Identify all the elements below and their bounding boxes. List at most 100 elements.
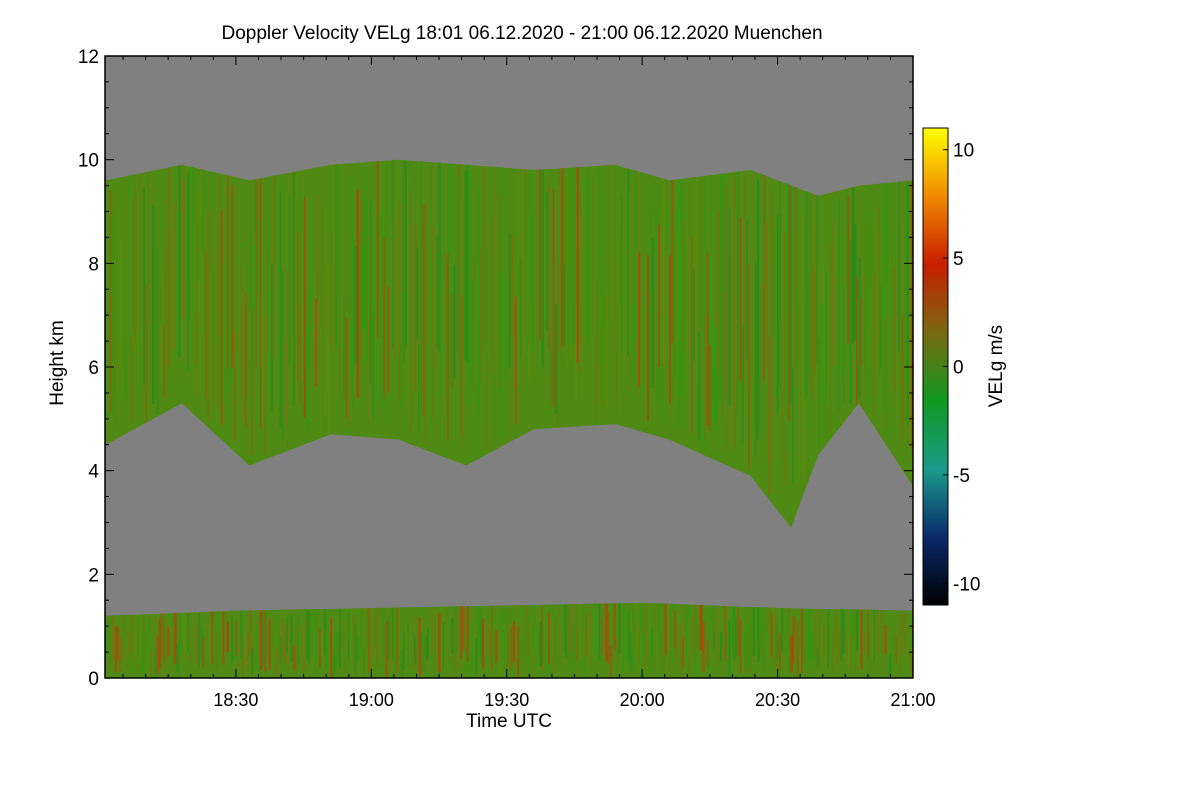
velocity-streak — [416, 247, 419, 340]
velocity-streak — [308, 287, 310, 372]
velocity-streak — [761, 282, 764, 384]
velocity-streak — [213, 262, 217, 404]
velocity-streak — [231, 615, 234, 662]
velocity-streak — [442, 622, 445, 669]
velocity-streak — [323, 608, 327, 655]
velocity-streak — [323, 209, 327, 419]
x-tick-label: 21:00 — [890, 690, 935, 710]
velocity-streak — [200, 626, 203, 658]
velocity-streak — [108, 296, 111, 391]
colorbar-gradient — [922, 127, 949, 606]
velocity-streak — [218, 611, 220, 670]
velocity-streak — [466, 164, 470, 363]
velocity-streak — [508, 605, 510, 670]
velocity-streak — [292, 645, 296, 670]
velocity-streak — [803, 625, 805, 663]
velocity-streak — [812, 633, 815, 661]
velocity-streak — [365, 608, 368, 654]
velocity-streak — [105, 621, 108, 657]
velocity-streak — [603, 254, 605, 366]
colorbar-tick-label: 5 — [953, 249, 964, 270]
velocity-streak — [405, 619, 408, 672]
velocity-streak — [897, 181, 900, 352]
velocity-streak — [598, 165, 601, 363]
velocity-streak — [884, 625, 887, 655]
velocity-streak — [460, 606, 463, 659]
velocity-streak — [495, 630, 498, 663]
velocity-streak — [226, 620, 229, 653]
velocity-streak — [409, 633, 411, 662]
velocity-streak — [699, 605, 703, 651]
velocity-streak — [484, 167, 487, 341]
velocity-streak — [354, 623, 357, 673]
velocity-streak — [123, 615, 125, 660]
velocity-streak — [112, 214, 115, 417]
velocity-streak — [394, 219, 397, 358]
velocity-streak — [286, 618, 288, 654]
velocity-streak — [328, 621, 330, 655]
velocity-streak — [583, 611, 586, 677]
velocity-streak — [805, 608, 809, 670]
velocity-streak — [385, 160, 388, 423]
velocity-streak — [666, 201, 669, 385]
velocity-streak — [431, 162, 433, 421]
velocity-streak — [277, 645, 281, 675]
velocity-streak — [768, 336, 771, 495]
velocity-streak — [704, 643, 706, 673]
velocity-streak — [737, 607, 740, 656]
velocity-streak — [215, 631, 219, 670]
velocity-streak — [312, 609, 315, 656]
velocity-streak — [114, 626, 118, 673]
velocity-streak — [768, 607, 771, 653]
velocity-streak — [369, 646, 372, 669]
velocity-streak — [330, 232, 333, 353]
velocity-streak — [688, 620, 691, 675]
velocity-streak — [856, 276, 858, 405]
velocity-streak — [255, 179, 259, 367]
velocity-streak — [600, 327, 604, 417]
velocity-streak — [649, 184, 652, 409]
velocity-streak — [477, 606, 481, 659]
velocity-streak — [750, 625, 752, 677]
velocity-streak — [466, 606, 469, 662]
velocity-streak — [345, 636, 347, 667]
velocity-streak — [669, 254, 671, 404]
velocity-streak — [528, 301, 531, 382]
velocity-streak — [814, 613, 817, 657]
velocity-streak — [737, 171, 739, 415]
velocity-streak — [559, 168, 561, 354]
velocity-streak — [554, 303, 558, 415]
velocity-streak — [695, 617, 698, 677]
velocity-streak — [154, 177, 156, 396]
velocity-streak — [677, 186, 680, 428]
velocity-streak — [433, 623, 436, 678]
velocity-streak — [862, 222, 865, 409]
velocity-streak — [325, 637, 328, 667]
velocity-streak — [213, 611, 216, 664]
velocity-streak — [653, 290, 656, 398]
velocity-streak — [270, 613, 273, 668]
velocity-streak — [794, 631, 796, 670]
velocity-streak — [583, 243, 585, 342]
velocity-streak — [112, 616, 115, 659]
velocity-streak — [515, 605, 517, 665]
velocity-streak — [809, 620, 813, 662]
velocity-streak — [627, 611, 630, 660]
velocity-streak — [174, 203, 177, 350]
velocity-streak — [319, 330, 322, 438]
velocity-streak — [823, 625, 825, 655]
velocity-streak — [559, 608, 561, 659]
velocity-streak — [235, 181, 238, 351]
y-axis: 0 2 4 6 8 10 12 — [78, 47, 913, 690]
velocity-streak — [704, 314, 706, 440]
velocity-streak — [288, 196, 291, 364]
velocity-streak — [728, 619, 731, 677]
velocity-streak — [202, 637, 205, 668]
velocity-streak — [343, 636, 346, 669]
velocity-streak — [253, 246, 256, 365]
velocity-streak — [176, 212, 179, 356]
velocity-streak — [279, 637, 283, 663]
velocity-streak — [666, 603, 669, 662]
velocity-streak — [191, 625, 194, 659]
velocity-streak — [763, 623, 765, 675]
